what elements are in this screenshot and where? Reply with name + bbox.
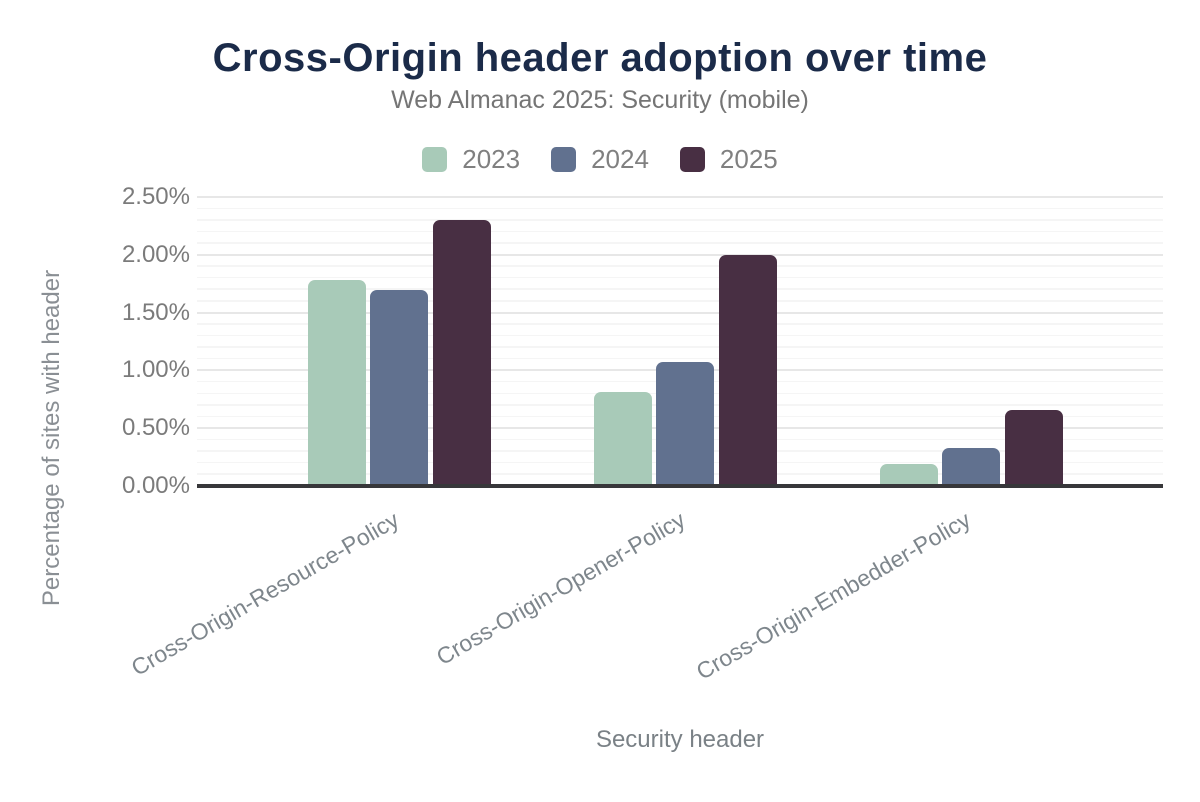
minor-gridline <box>197 242 1163 244</box>
y-tick-label: 2.50% <box>121 183 190 210</box>
minor-gridline <box>197 276 1163 279</box>
major-gridline <box>197 196 1163 198</box>
x-tick-label: Cross-Origin-Resource-Policy <box>126 506 404 681</box>
plot-area <box>197 196 1163 488</box>
x-tick-label: Cross-Origin-Opener-Policy <box>431 506 689 671</box>
bar-group-cross-origin-opener-policy <box>593 197 777 486</box>
bar-2024-cross-origin-resource-policy <box>370 289 428 486</box>
minor-gridline <box>197 230 1163 233</box>
minor-gridline <box>197 288 1163 290</box>
legend-swatch-2024 <box>551 146 577 172</box>
minor-gridline <box>197 334 1163 337</box>
major-gridline <box>197 311 1163 314</box>
x-axis-line <box>197 484 1163 488</box>
bar-2025-cross-origin-resource-policy <box>432 220 491 486</box>
legend-label: 2023 <box>462 144 521 174</box>
major-gridline <box>197 253 1163 256</box>
y-tick-label: 2.00% <box>121 240 190 268</box>
legend-swatch-2023 <box>422 146 448 172</box>
bar-2025-cross-origin-opener-policy <box>718 254 777 486</box>
minor-gridline <box>197 346 1163 348</box>
y-tick-label: 0.50% <box>121 414 190 442</box>
bar-group-cross-origin-embedder-policy <box>879 197 1063 486</box>
minor-gridline <box>197 219 1163 221</box>
bar-2023-cross-origin-embedder-policy <box>879 464 938 486</box>
bar-2025-cross-origin-embedder-policy <box>1004 409 1063 486</box>
legend: 2023 2024 2025 <box>0 146 1200 172</box>
bar-2024-cross-origin-opener-policy <box>656 362 714 486</box>
y-tick-label: 0.00% <box>121 472 190 499</box>
chart-subtitle: Web Almanac 2025: Security (mobile) <box>391 86 809 114</box>
minor-gridline <box>197 357 1163 360</box>
minor-gridline <box>197 207 1163 210</box>
y-axis-title: Percentage of sites with header <box>38 269 65 607</box>
x-tick-label: Cross-Origin-Embedder-Policy <box>691 506 975 685</box>
legend-label: 2025 <box>719 144 778 174</box>
legend-swatch-2025 <box>679 146 705 172</box>
bar-2023-cross-origin-resource-policy <box>307 280 366 486</box>
legend-label: 2024 <box>591 144 649 174</box>
bar-group-cross-origin-resource-policy <box>307 197 491 486</box>
legend-item-2024: 2024 <box>551 146 649 172</box>
bar-2024-cross-origin-embedder-policy <box>942 447 1000 486</box>
y-tick-label: 1.00% <box>121 356 190 384</box>
minor-gridline <box>197 323 1163 325</box>
legend-item-2025: 2025 <box>679 144 778 174</box>
chart-title: Cross-Origin header adoption over time <box>212 36 988 80</box>
bar-2023-cross-origin-opener-policy <box>593 392 652 486</box>
legend-item-2023: 2023 <box>422 146 520 172</box>
x-axis-title: Security header <box>595 726 765 753</box>
y-tick-label: 1.50% <box>121 298 190 326</box>
minor-gridline <box>197 300 1163 302</box>
minor-gridline <box>197 265 1163 267</box>
